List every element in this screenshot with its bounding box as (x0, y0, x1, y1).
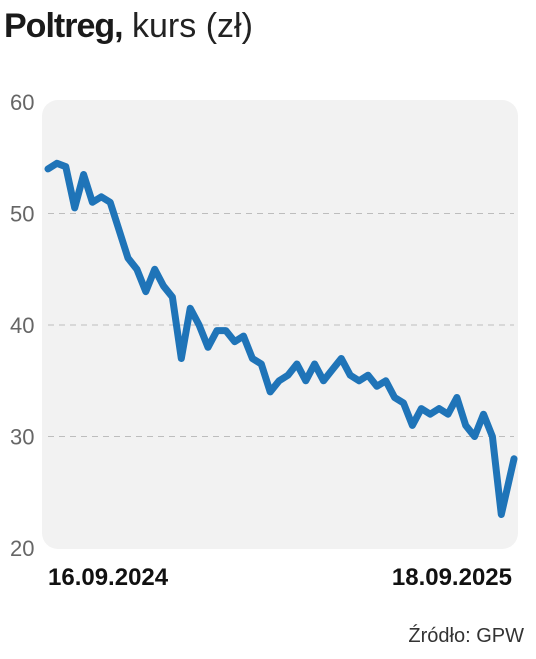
source-note: Źródło: GPW (408, 625, 524, 647)
chart-title-company: Poltreg, (4, 7, 124, 45)
y-tick-label: 50 (10, 202, 34, 227)
x-axis-ticks: 16.09.2024 18.09.2025 (48, 564, 512, 591)
gridlines (48, 213, 514, 437)
y-tick-label: 20 (10, 536, 34, 561)
y-tick-label: 40 (10, 313, 34, 338)
x-tick-label-start: 16.09.2024 (48, 564, 169, 591)
y-tick-label: 60 (10, 90, 34, 115)
price-series-line (44, 159, 518, 518)
y-tick-label: 30 (10, 425, 34, 450)
chart-title-unit: kurs (zł) (122, 7, 253, 45)
x-tick-label-end: 18.09.2025 (392, 564, 512, 591)
chart-title: Poltreg, kurs (zł) (4, 6, 253, 46)
y-axis-ticks: 20 30 40 50 60 (10, 90, 34, 561)
